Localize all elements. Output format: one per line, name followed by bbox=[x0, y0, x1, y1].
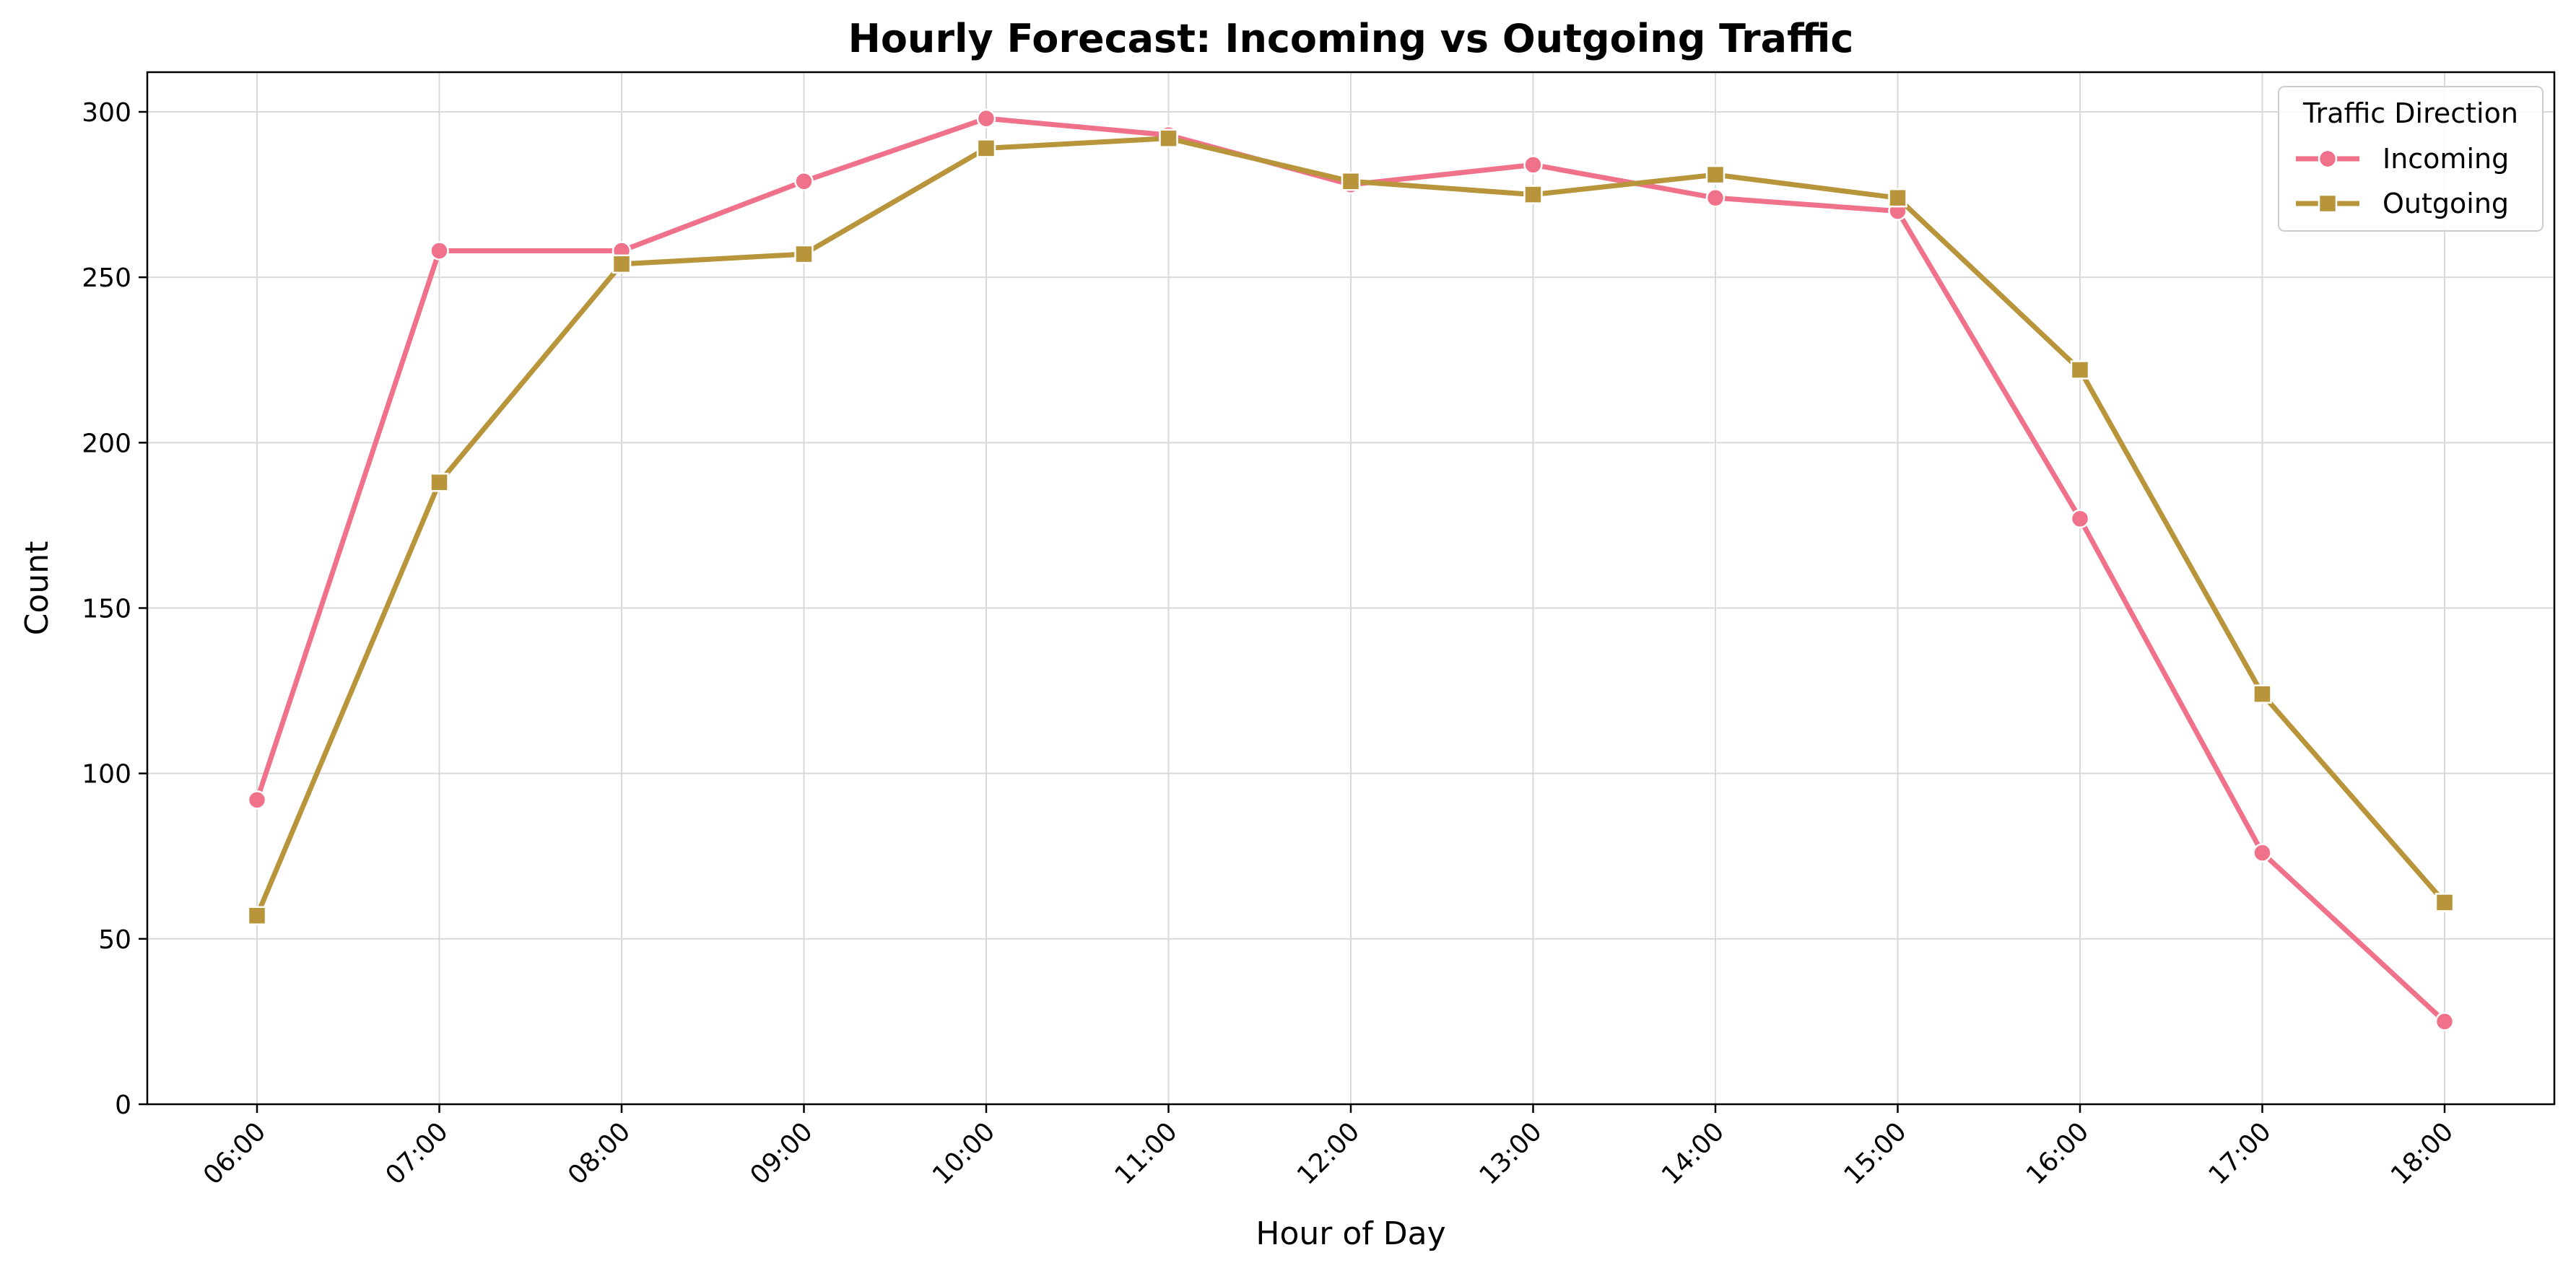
legend-box bbox=[2278, 86, 2544, 232]
data-point bbox=[1159, 128, 1178, 148]
data-point bbox=[247, 790, 267, 810]
y-tick-label: 150 bbox=[82, 595, 131, 624]
legend-swatch-marker bbox=[2318, 193, 2338, 214]
data-point bbox=[1888, 188, 1907, 208]
x-tick-label: 10:00 bbox=[927, 1116, 1001, 1190]
data-point bbox=[1523, 155, 1543, 175]
x-tick-label: 11:00 bbox=[1110, 1116, 1183, 1190]
data-point bbox=[1523, 185, 1543, 204]
legend: Traffic Direction Incoming Outgoing bbox=[2278, 86, 2544, 232]
data-point bbox=[247, 906, 267, 925]
legend-title: Traffic Direction bbox=[2302, 97, 2518, 129]
data-point bbox=[2253, 684, 2272, 704]
data-point bbox=[1705, 165, 1726, 185]
data-point bbox=[2070, 360, 2090, 380]
x-tick-label: 09:00 bbox=[745, 1116, 819, 1190]
legend-item-incoming: Incoming bbox=[2296, 143, 2509, 175]
x-tick-label: 17:00 bbox=[2203, 1116, 2277, 1190]
y-tick-label: 0 bbox=[115, 1091, 131, 1120]
data-point bbox=[1705, 188, 1726, 208]
x-tick-label: 07:00 bbox=[380, 1116, 454, 1190]
x-tick-label: 15:00 bbox=[1839, 1116, 1913, 1190]
x-axis-label: Hour of Day bbox=[1256, 1215, 1445, 1252]
data-point bbox=[976, 139, 996, 158]
data-point bbox=[430, 241, 449, 261]
grid-lines bbox=[147, 72, 2554, 1105]
data-point bbox=[430, 473, 449, 492]
x-tick-label: 18:00 bbox=[2385, 1116, 2459, 1190]
legend-label: Outgoing bbox=[2383, 188, 2509, 219]
legend-swatch-marker bbox=[2318, 149, 2338, 169]
data-point bbox=[612, 254, 632, 274]
y-axis-label: Count bbox=[19, 541, 56, 636]
y-tick-label: 200 bbox=[82, 429, 131, 458]
data-point bbox=[2434, 1012, 2455, 1031]
data-point bbox=[794, 244, 814, 264]
data-point bbox=[2434, 893, 2455, 912]
y-tick-label: 300 bbox=[82, 98, 131, 128]
x-tick-label: 14:00 bbox=[1656, 1116, 1730, 1190]
data-point bbox=[794, 172, 814, 191]
x-tick-label: 08:00 bbox=[562, 1116, 636, 1190]
data-point bbox=[2253, 843, 2272, 862]
x-tick-label: 13:00 bbox=[1474, 1116, 1548, 1190]
x-axis-ticks: 06:00 07:00 08:00 09:00 10:00 11:00 12:00 13:00… bbox=[198, 1104, 2459, 1191]
data-point bbox=[1341, 172, 1361, 191]
x-tick-label: 16:00 bbox=[2021, 1116, 2094, 1190]
data-point bbox=[2070, 509, 2090, 528]
series-outgoing bbox=[247, 128, 2455, 925]
y-axis-ticks: 0 50 100 150 200 250 300 bbox=[82, 98, 147, 1120]
y-tick-label: 250 bbox=[82, 263, 131, 293]
legend-item-outgoing: Outgoing bbox=[2296, 188, 2509, 219]
chart-title: Hourly Forecast: Incoming vs Outgoing Tr… bbox=[848, 16, 1854, 61]
y-tick-label: 100 bbox=[82, 760, 131, 790]
data-point bbox=[976, 108, 996, 128]
x-tick-label: 06:00 bbox=[198, 1116, 271, 1190]
series-layer bbox=[247, 108, 2455, 1031]
legend-label: Incoming bbox=[2383, 143, 2509, 175]
y-tick-label: 50 bbox=[98, 925, 131, 955]
x-tick-label: 12:00 bbox=[1292, 1116, 1365, 1190]
legend-items: Incoming Outgoing bbox=[2296, 143, 2509, 219]
